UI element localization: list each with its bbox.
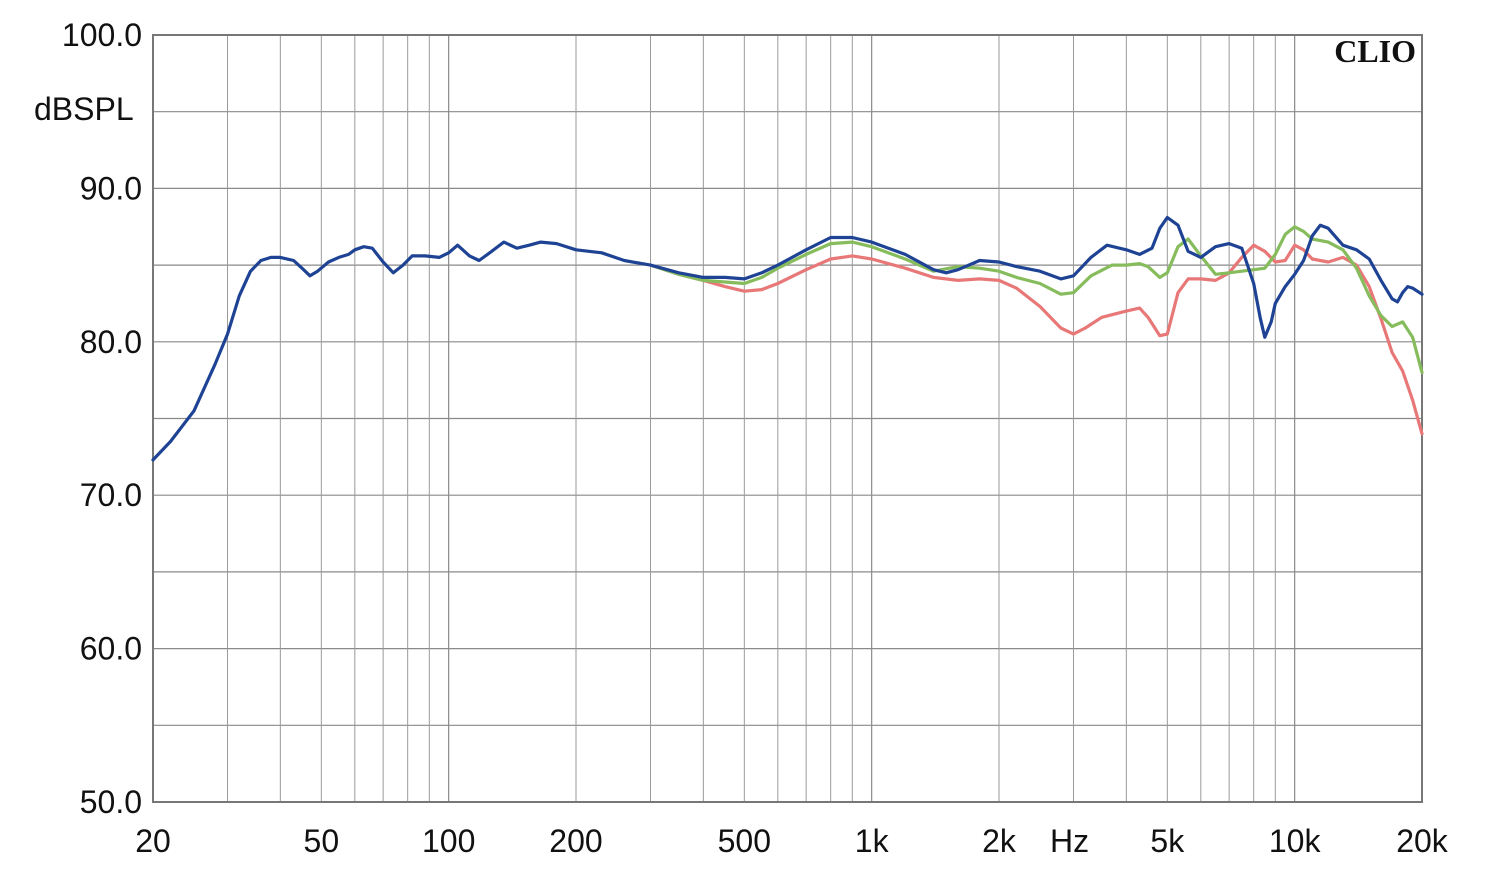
x-tick-label: 2k — [982, 823, 1017, 859]
y-tick-label: 80.0 — [80, 324, 142, 360]
x-axis-unit-label: Hz — [1050, 823, 1089, 859]
x-tick-label: 200 — [549, 823, 602, 859]
y-tick-label: 90.0 — [80, 170, 142, 206]
y-tick-label: 100.0 — [62, 17, 142, 53]
x-tick-label: 5k — [1150, 823, 1185, 859]
brand-label: CLIO — [1334, 33, 1416, 69]
x-tick-label: 500 — [718, 823, 771, 859]
plot-frame — [152, 34, 1423, 803]
series-line-2 — [648, 225, 1424, 375]
series-line-1 — [648, 243, 1424, 436]
x-tick-label: 100 — [422, 823, 475, 859]
y-tick-label: 50.0 — [80, 784, 142, 820]
y-tick-label: 60.0 — [80, 631, 142, 667]
series-layer — [151, 215, 1424, 462]
x-tick-labels: 20 50 100 200 500 1k 2k 5k 10k 20k — [135, 823, 1449, 859]
y-tick-label: 70.0 — [80, 477, 142, 513]
x-tick-label: 50 — [304, 823, 340, 859]
y-tick-labels: 100.0 90.0 80.0 70.0 60.0 50.0 — [62, 17, 142, 820]
x-tick-label: 1k — [855, 823, 890, 859]
y-axis-unit-label: dBSPL — [34, 91, 134, 127]
x-tick-label: 20k — [1396, 823, 1449, 859]
x-tick-label: 20 — [135, 823, 171, 859]
series-line-3 — [151, 215, 1424, 462]
grid-lines — [153, 35, 1422, 802]
x-tick-label: 10k — [1269, 823, 1322, 859]
